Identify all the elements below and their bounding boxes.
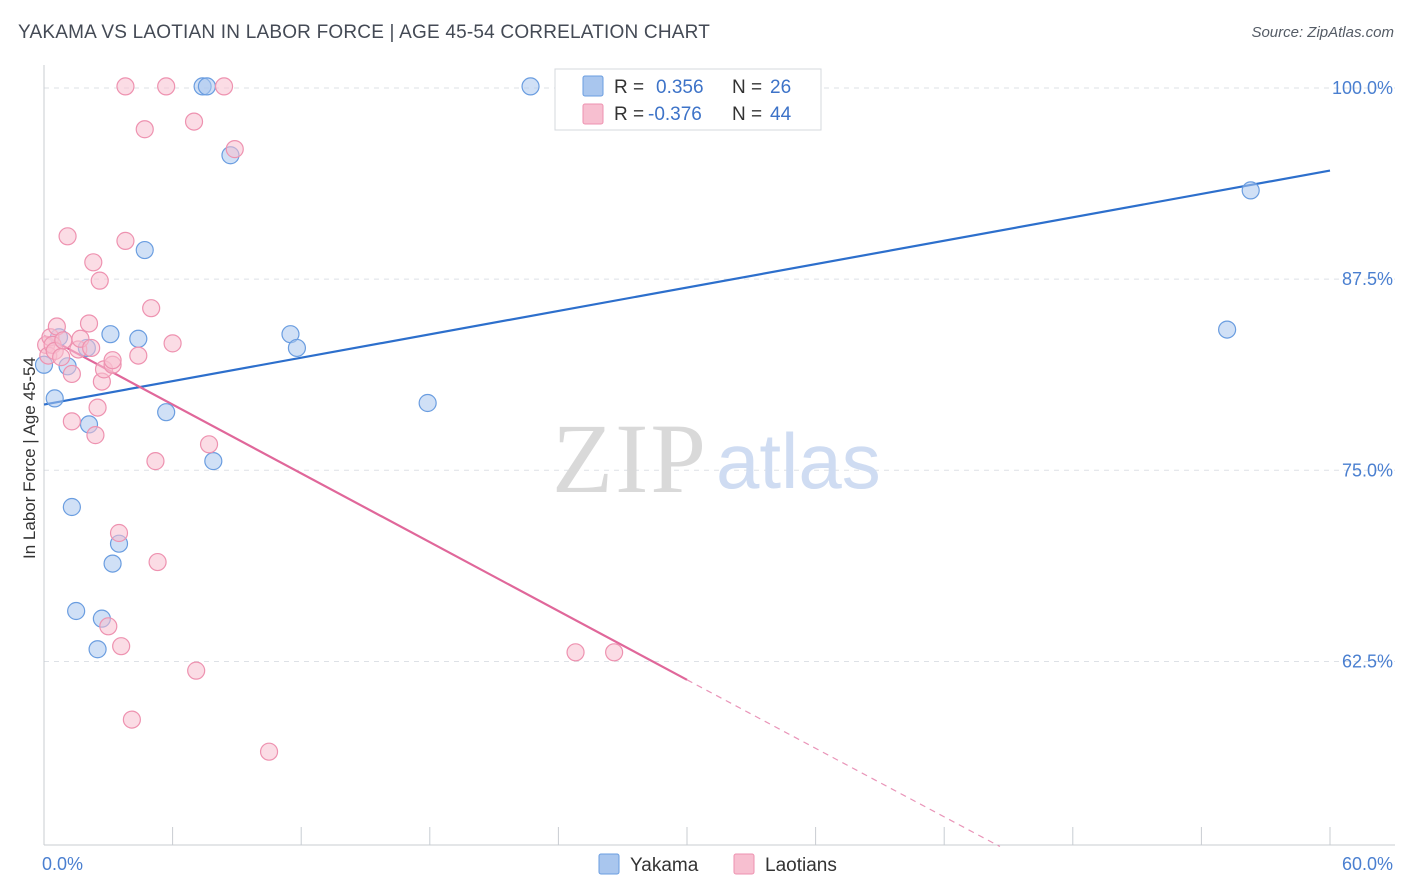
point-laotians-6 — [52, 348, 71, 367]
point-laotians-43 — [62, 364, 81, 384]
point-laotians-41 — [605, 643, 624, 662]
point-laotians-13 — [82, 338, 101, 358]
point-yakama-24 — [1218, 320, 1237, 339]
point-laotians-35 — [157, 77, 176, 96]
series-legend-label-yakama: Yakama — [630, 855, 699, 876]
point-laotians-14 — [84, 253, 103, 272]
series-legend-label-laotians: Laotians — [765, 855, 837, 876]
point-yakama-22 — [418, 393, 437, 413]
point-laotians-23 — [112, 637, 131, 656]
point-laotians-34 — [199, 435, 219, 454]
y-tick-labels: 100.0% 87.5% 75.0% 62.5% — [1332, 78, 1393, 672]
legend-r-value-yakama: 0.356 — [656, 77, 704, 98]
legend-n-value-laotians: 44 — [770, 104, 792, 125]
legend-n-label-yakama: N = — [732, 77, 762, 98]
point-yakama-21 — [287, 338, 307, 358]
point-laotians-17 — [90, 271, 109, 290]
y-tick-label-3: 62.5% — [1342, 651, 1393, 671]
point-laotians-36 — [116, 77, 135, 96]
point-yakama-10 — [101, 325, 120, 344]
watermark: ZIP atlas — [552, 403, 881, 514]
point-laotians-15 — [86, 426, 105, 445]
trend-line-extension-laotians — [686, 679, 1001, 848]
chart-title: YAKAMA VS LAOTIAN IN LABOR FORCE | AGE 4… — [18, 22, 711, 43]
series-legend-swatch-laotians — [733, 853, 755, 875]
point-laotians-39 — [259, 742, 279, 761]
point-yakama-18 — [204, 452, 223, 471]
point-yakama-4 — [62, 497, 81, 517]
x-tick-label-1: 60.0% — [1342, 854, 1393, 874]
point-laotians-33 — [187, 661, 206, 680]
legend-r-value-laotians: -0.376 — [648, 104, 702, 125]
series-legend: Yakama Laotians — [598, 853, 837, 876]
legend-r-label-yakama: R = — [614, 77, 644, 98]
point-laotians-25 — [122, 710, 141, 729]
y-tick-label-0: 100.0% — [1332, 78, 1393, 98]
point-laotians-7 — [54, 331, 73, 350]
point-laotians-37 — [214, 77, 234, 96]
y-tick-label-2: 75.0% — [1342, 460, 1393, 480]
point-yakama-23 — [521, 77, 540, 96]
trend-lines — [43, 169, 1331, 848]
data-points — [34, 77, 1260, 761]
point-yakama-1 — [45, 389, 64, 408]
source-credit: Source: ZipAtlas.com — [1251, 24, 1394, 41]
gridlines — [44, 87, 1395, 662]
legend-swatch-yakama — [582, 75, 604, 97]
series-legend-swatch-yakama — [598, 853, 620, 875]
point-laotians-26 — [129, 346, 148, 365]
point-yakama-13 — [129, 329, 148, 348]
stats-legend: R = 0.356 N = 26 R = -0.376 N = 44 — [554, 68, 822, 131]
point-laotians-12 — [79, 314, 99, 333]
axes — [43, 65, 1395, 846]
point-laotians-16 — [88, 398, 107, 417]
point-laotians-40 — [566, 643, 585, 662]
point-laotians-9 — [62, 412, 81, 431]
point-yakama-11 — [103, 554, 122, 573]
point-yakama-15 — [157, 403, 176, 422]
legend-n-value-yakama: 26 — [770, 77, 791, 98]
x-tick-label-0: 0.0% — [42, 854, 83, 874]
legend-r-label-laotians: R = — [614, 104, 644, 125]
x-tick-labels: 0.0% 60.0% — [42, 854, 1393, 874]
point-laotians-29 — [146, 452, 165, 471]
point-laotians-28 — [142, 299, 161, 318]
point-laotians-24 — [116, 231, 135, 250]
watermark-zip: ZIP — [552, 403, 708, 514]
point-yakama-25 — [1241, 181, 1260, 200]
point-laotians-20 — [99, 617, 118, 636]
point-laotians-27 — [135, 120, 154, 139]
y-axis-label: In Labor Force | Age 45-54 — [20, 357, 39, 559]
point-laotians-38 — [225, 140, 244, 159]
point-laotians-22 — [109, 523, 129, 543]
legend-swatch-laotians — [582, 103, 604, 125]
point-yakama-9 — [88, 640, 107, 659]
point-laotians-8 — [58, 227, 77, 246]
point-yakama-5 — [67, 601, 86, 621]
trend-line-laotians — [43, 334, 688, 681]
point-yakama-14 — [135, 240, 154, 260]
point-laotians-30 — [148, 552, 167, 572]
point-laotians-31 — [163, 334, 182, 353]
y-tick-label-1: 87.5% — [1342, 269, 1393, 289]
trend-line-yakama — [43, 169, 1331, 406]
point-laotians-32 — [184, 112, 204, 131]
point-yakama-17 — [197, 77, 216, 96]
legend-n-label-laotians: N = — [732, 104, 762, 125]
point-laotians-42 — [103, 351, 122, 370]
watermark-atlas: atlas — [716, 417, 881, 505]
